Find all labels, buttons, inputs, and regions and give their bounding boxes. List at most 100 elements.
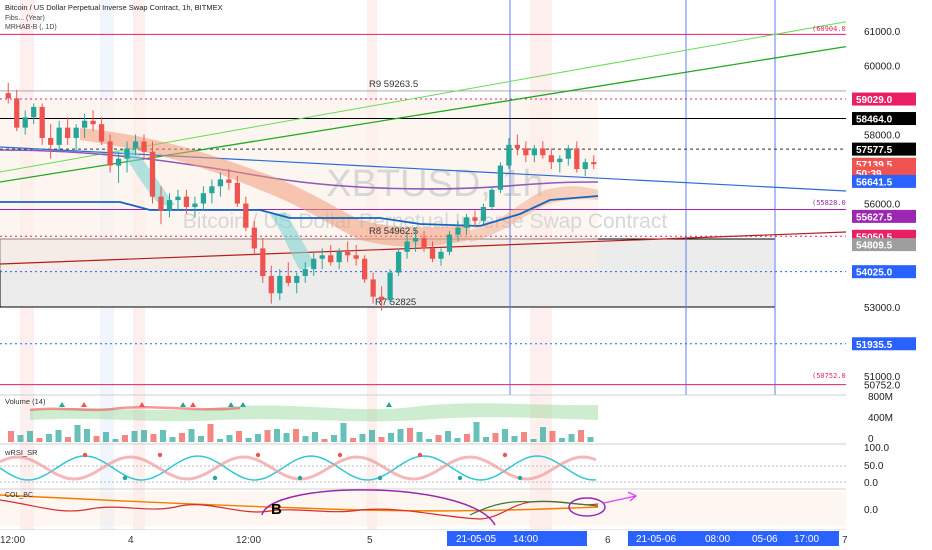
col-label: COL_BC [5, 492, 33, 499]
price-tick: 50752.0 [864, 381, 901, 392]
volume-bar [492, 433, 499, 442]
svg-text:54809.5: 54809.5 [856, 241, 893, 252]
candle [565, 144, 571, 166]
volume-bar [188, 429, 195, 442]
volume-bar [568, 434, 575, 442]
volume-bar [407, 428, 413, 442]
candle [463, 213, 470, 235]
candle [540, 141, 546, 159]
volume-bar [103, 432, 109, 442]
candle [294, 272, 300, 294]
volume-bar [587, 437, 594, 442]
candle [192, 196, 198, 218]
time-range-highlight-left [447, 531, 587, 546]
price-tick: 58000.0 [864, 131, 901, 142]
candlestick-series [5, 82, 597, 311]
volume-bar [483, 437, 489, 442]
candle [251, 220, 257, 256]
volume-bar [502, 429, 508, 442]
volume-bar [179, 433, 185, 442]
price-tick: 56000.0 [864, 200, 901, 211]
candle [132, 134, 139, 156]
volume-bar [283, 433, 290, 442]
time-range-highlight-right [628, 531, 839, 546]
volume-bar [293, 429, 299, 442]
svg-text:51935.5: 51935.5 [856, 340, 893, 351]
volume-bar [217, 439, 223, 442]
volume-signal-marker [228, 402, 234, 407]
rsi-signal-dot [157, 452, 163, 458]
candle [166, 193, 173, 218]
candle [81, 113, 88, 138]
volume-bar [388, 433, 394, 442]
volume-bar [530, 439, 537, 442]
volume-bar [17, 435, 24, 442]
price-axis[interactable] [846, 0, 932, 530]
time-highlight-date-c: 05-06 [752, 534, 778, 545]
rsi-signal-dot [417, 452, 423, 458]
volume-bar [454, 438, 461, 442]
candle [39, 103, 45, 145]
volume-bar [549, 431, 556, 442]
candle [412, 227, 419, 252]
candle [31, 103, 37, 125]
pivot-label-r8: R8 54962.5 [369, 226, 418, 237]
rsi-signal-dot [337, 452, 343, 458]
volume-tick-0: 0 [868, 434, 874, 445]
candle [531, 144, 537, 163]
price-label: 55627.5 [852, 209, 916, 223]
candle [90, 110, 96, 132]
volume-signal-marker [59, 402, 65, 407]
volume-bar [84, 429, 90, 442]
candle [472, 210, 478, 228]
candle [302, 262, 308, 283]
volume-bar [578, 430, 584, 442]
candle [268, 265, 274, 304]
candle [378, 286, 385, 311]
candle [557, 155, 563, 173]
fib-label-mid: (55828.0) [812, 199, 850, 207]
level-lines [0, 33, 846, 386]
volume-bar [112, 439, 119, 442]
col-pane[interactable]: B [0, 489, 846, 526]
rsi-label: wRSI_SR [4, 448, 38, 457]
volume-bar [369, 430, 375, 442]
fib-label-top: (60904.0) [812, 25, 850, 33]
candle [226, 169, 232, 190]
candle [506, 137, 512, 170]
pivot-label-r7: R7 52825 [375, 297, 416, 308]
candle [404, 234, 410, 259]
candle [285, 262, 291, 287]
volume-signal-marker [386, 402, 392, 407]
candle [328, 244, 334, 266]
chart-title: Bitcoin / US Dollar Perpetual Inverse Sw… [5, 3, 223, 12]
candle [234, 175, 240, 207]
volume-bar [122, 435, 128, 442]
rsi-signal-dot [255, 452, 261, 458]
svg-text:50:39: 50:39 [856, 169, 882, 180]
price-axis-ticks: 61000.0 60000.0 58000.0 56000.0 53000.0 51000… [864, 27, 901, 383]
rsi-pane[interactable] [0, 452, 846, 483]
time-highlight-time-a: 14:00 [513, 534, 538, 545]
svg-text:55627.5: 55627.5 [856, 212, 893, 223]
candle [311, 251, 317, 276]
volume-bar [245, 438, 252, 442]
time-label-7: 7 [842, 535, 848, 546]
volume-bar [274, 429, 280, 442]
candle [548, 148, 554, 170]
volume-bar [397, 429, 404, 442]
volume-bar [464, 434, 470, 442]
rsi-signal-dot [297, 475, 303, 481]
svg-text:54025.0: 54025.0 [856, 268, 893, 279]
candle [48, 124, 54, 159]
volume-bar [416, 432, 423, 442]
rsi-signal-dot [82, 452, 88, 458]
price-label: 57577.5 [852, 142, 916, 156]
volume-bar [511, 436, 518, 442]
time-label-5: 5 [367, 535, 373, 546]
volume-signal-marker [139, 402, 145, 407]
candle [353, 244, 359, 266]
volume-pane[interactable] [8, 402, 598, 442]
volume-signal-marker [180, 402, 186, 407]
